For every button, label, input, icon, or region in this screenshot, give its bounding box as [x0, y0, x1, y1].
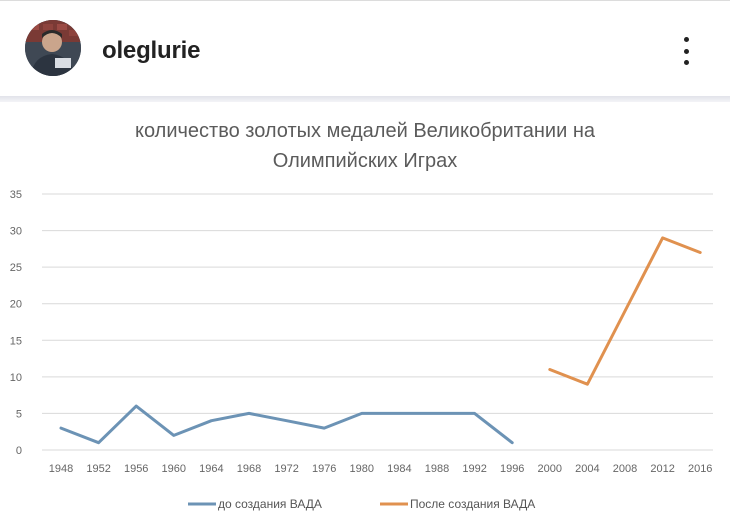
x-tick-label: 1996: [500, 463, 524, 475]
x-tick-label: 1980: [350, 463, 374, 475]
x-tick-label: 2008: [613, 463, 637, 475]
menu-dot-icon: [683, 60, 689, 65]
y-tick-label: 0: [16, 445, 22, 457]
legend-label: до создания ВАДА: [218, 497, 322, 511]
header-divider: [0, 96, 730, 102]
x-tick-label: 2012: [650, 463, 674, 475]
x-tick-label: 1992: [462, 463, 486, 475]
x-tick-label: 1976: [312, 463, 336, 475]
y-tick-label: 25: [10, 262, 22, 274]
chart-title-line1: количество золотых медалей Великобритани…: [135, 120, 595, 142]
x-tick-label: 1960: [162, 463, 186, 475]
menu-dot-icon: [683, 48, 689, 54]
x-tick-label: 1968: [237, 463, 261, 475]
more-vertical-icon[interactable]: [672, 33, 700, 69]
x-tick-label: 1956: [124, 463, 148, 475]
x-tick-label: 2016: [688, 463, 712, 475]
y-tick-label: 30: [10, 226, 22, 238]
y-tick-label: 5: [16, 408, 22, 420]
x-tick-label: 1952: [86, 463, 110, 475]
x-tick-label: 1964: [199, 463, 223, 475]
chart-title-line2: Олимпийских Играх: [272, 150, 458, 172]
x-tick-label: 1948: [49, 463, 73, 475]
x-tick-label: 2000: [538, 463, 562, 475]
y-tick-label: 20: [10, 299, 22, 311]
user-avatar-icon[interactable]: [25, 20, 81, 76]
series-line-1: [59, 404, 514, 445]
top-border: [0, 0, 730, 1]
x-tick-label: 1972: [274, 463, 298, 475]
y-tick-label: 10: [10, 372, 22, 384]
x-tick-label: 1984: [387, 463, 411, 475]
menu-dot-icon: [683, 37, 689, 42]
y-tick-label: 15: [10, 335, 22, 347]
username[interactable]: oleglurie: [102, 37, 201, 64]
line-chart: 0 5 10 15 20 25 30 35 1948 1952 1956 1960 1964 1968 19…: [10, 189, 713, 511]
post-header: oleglurie: [0, 1, 730, 96]
chart-image: количество золотых медалей Великобритани…: [0, 102, 730, 528]
x-tick-label: 1988: [425, 463, 449, 475]
y-tick-label: 35: [10, 189, 22, 201]
x-tick-label: 2004: [575, 463, 599, 475]
series-line-2: [548, 236, 702, 386]
legend-label: После создания ВАДА: [410, 497, 535, 511]
